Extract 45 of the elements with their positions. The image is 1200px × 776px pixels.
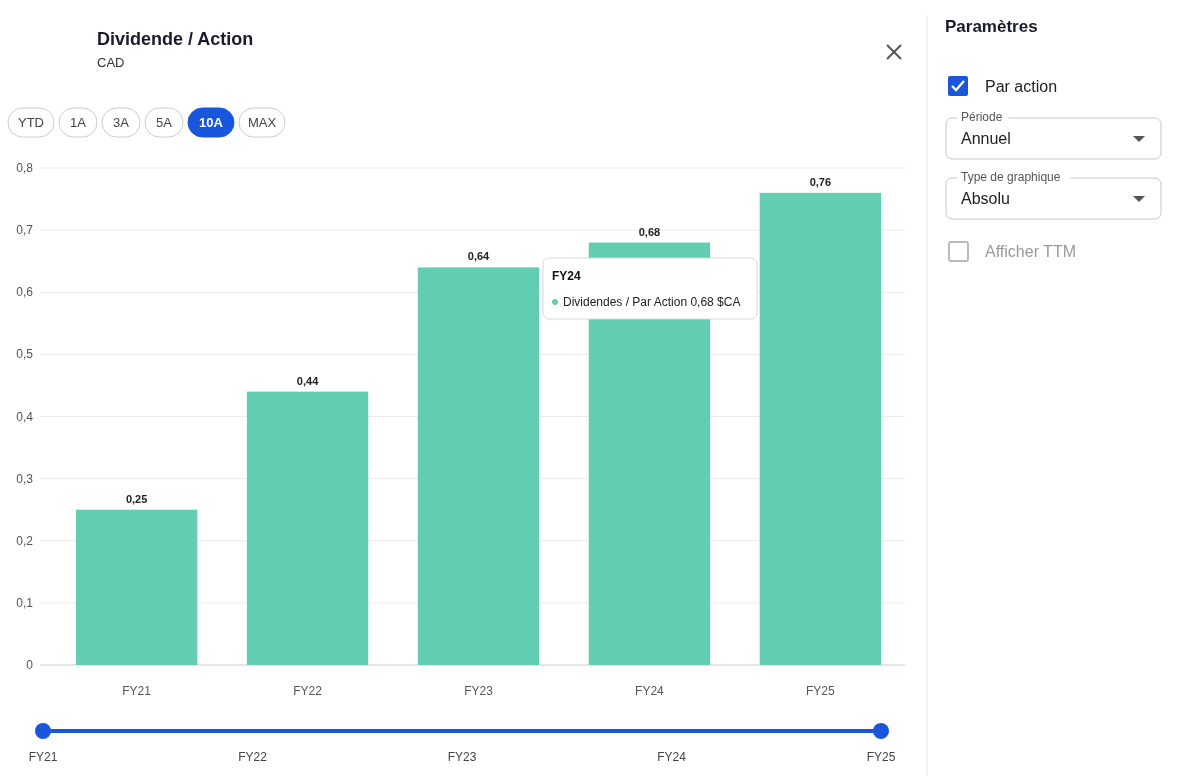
text: MAX	[247, 115, 277, 130]
bar	[246, 391, 369, 665]
text: Période	[961, 110, 1003, 124]
text: YTD	[18, 115, 44, 130]
y-tick-label: 0,1	[16, 595, 34, 610]
data-label: 0,44	[296, 374, 320, 387]
data-label: 0,25	[125, 492, 148, 505]
bar	[75, 509, 198, 665]
annotation: Dividendes / Par Action 0,68 $CA	[563, 295, 741, 309]
category-label: FY24	[657, 750, 686, 764]
y-tick-label: 0,5	[16, 347, 34, 362]
data-label: 0,68	[638, 225, 661, 238]
chart-title: Dividende / Action	[97, 29, 254, 49]
bar	[759, 192, 882, 665]
y-tick-label: 0,2	[16, 533, 34, 548]
data-label: 0,76	[809, 175, 832, 188]
text: Absolu	[961, 190, 1010, 207]
y-tick-label: 0	[26, 658, 34, 672]
y-tick-label: 0,3	[16, 471, 34, 486]
text: 5A	[156, 115, 173, 130]
chart-subtitle: CAD	[97, 55, 125, 70]
text: Type de graphique	[961, 170, 1061, 184]
y-tick-label: 0,6	[16, 285, 34, 300]
x-tick-label: FY24	[635, 684, 665, 698]
y-tick-label: 0,8	[16, 161, 34, 175]
bar	[417, 267, 540, 665]
text: 1A	[70, 115, 87, 130]
y-tick-label: 0,4	[16, 409, 34, 424]
x-tick-label: FY22	[293, 684, 323, 698]
text: Paramètres	[945, 17, 1038, 36]
x-tick-label: FY21	[122, 684, 152, 698]
y-tick-label: 0,7	[16, 223, 34, 238]
x-tick-label: FY25	[806, 684, 836, 698]
text: Par action	[985, 78, 1058, 95]
category-label: FY22	[238, 750, 267, 764]
text: Afficher TTM	[985, 243, 1076, 260]
category-label: FY21	[28, 750, 58, 764]
x-tick-label: FY23	[464, 684, 494, 698]
category-label: FY25	[866, 750, 896, 764]
category-label: FY23	[447, 750, 477, 764]
text: 3A	[113, 115, 130, 130]
text: 10A	[199, 115, 224, 130]
data-label: 0,64	[467, 250, 491, 263]
annotation: FY24	[552, 269, 582, 283]
text: Annuel	[961, 130, 1011, 147]
